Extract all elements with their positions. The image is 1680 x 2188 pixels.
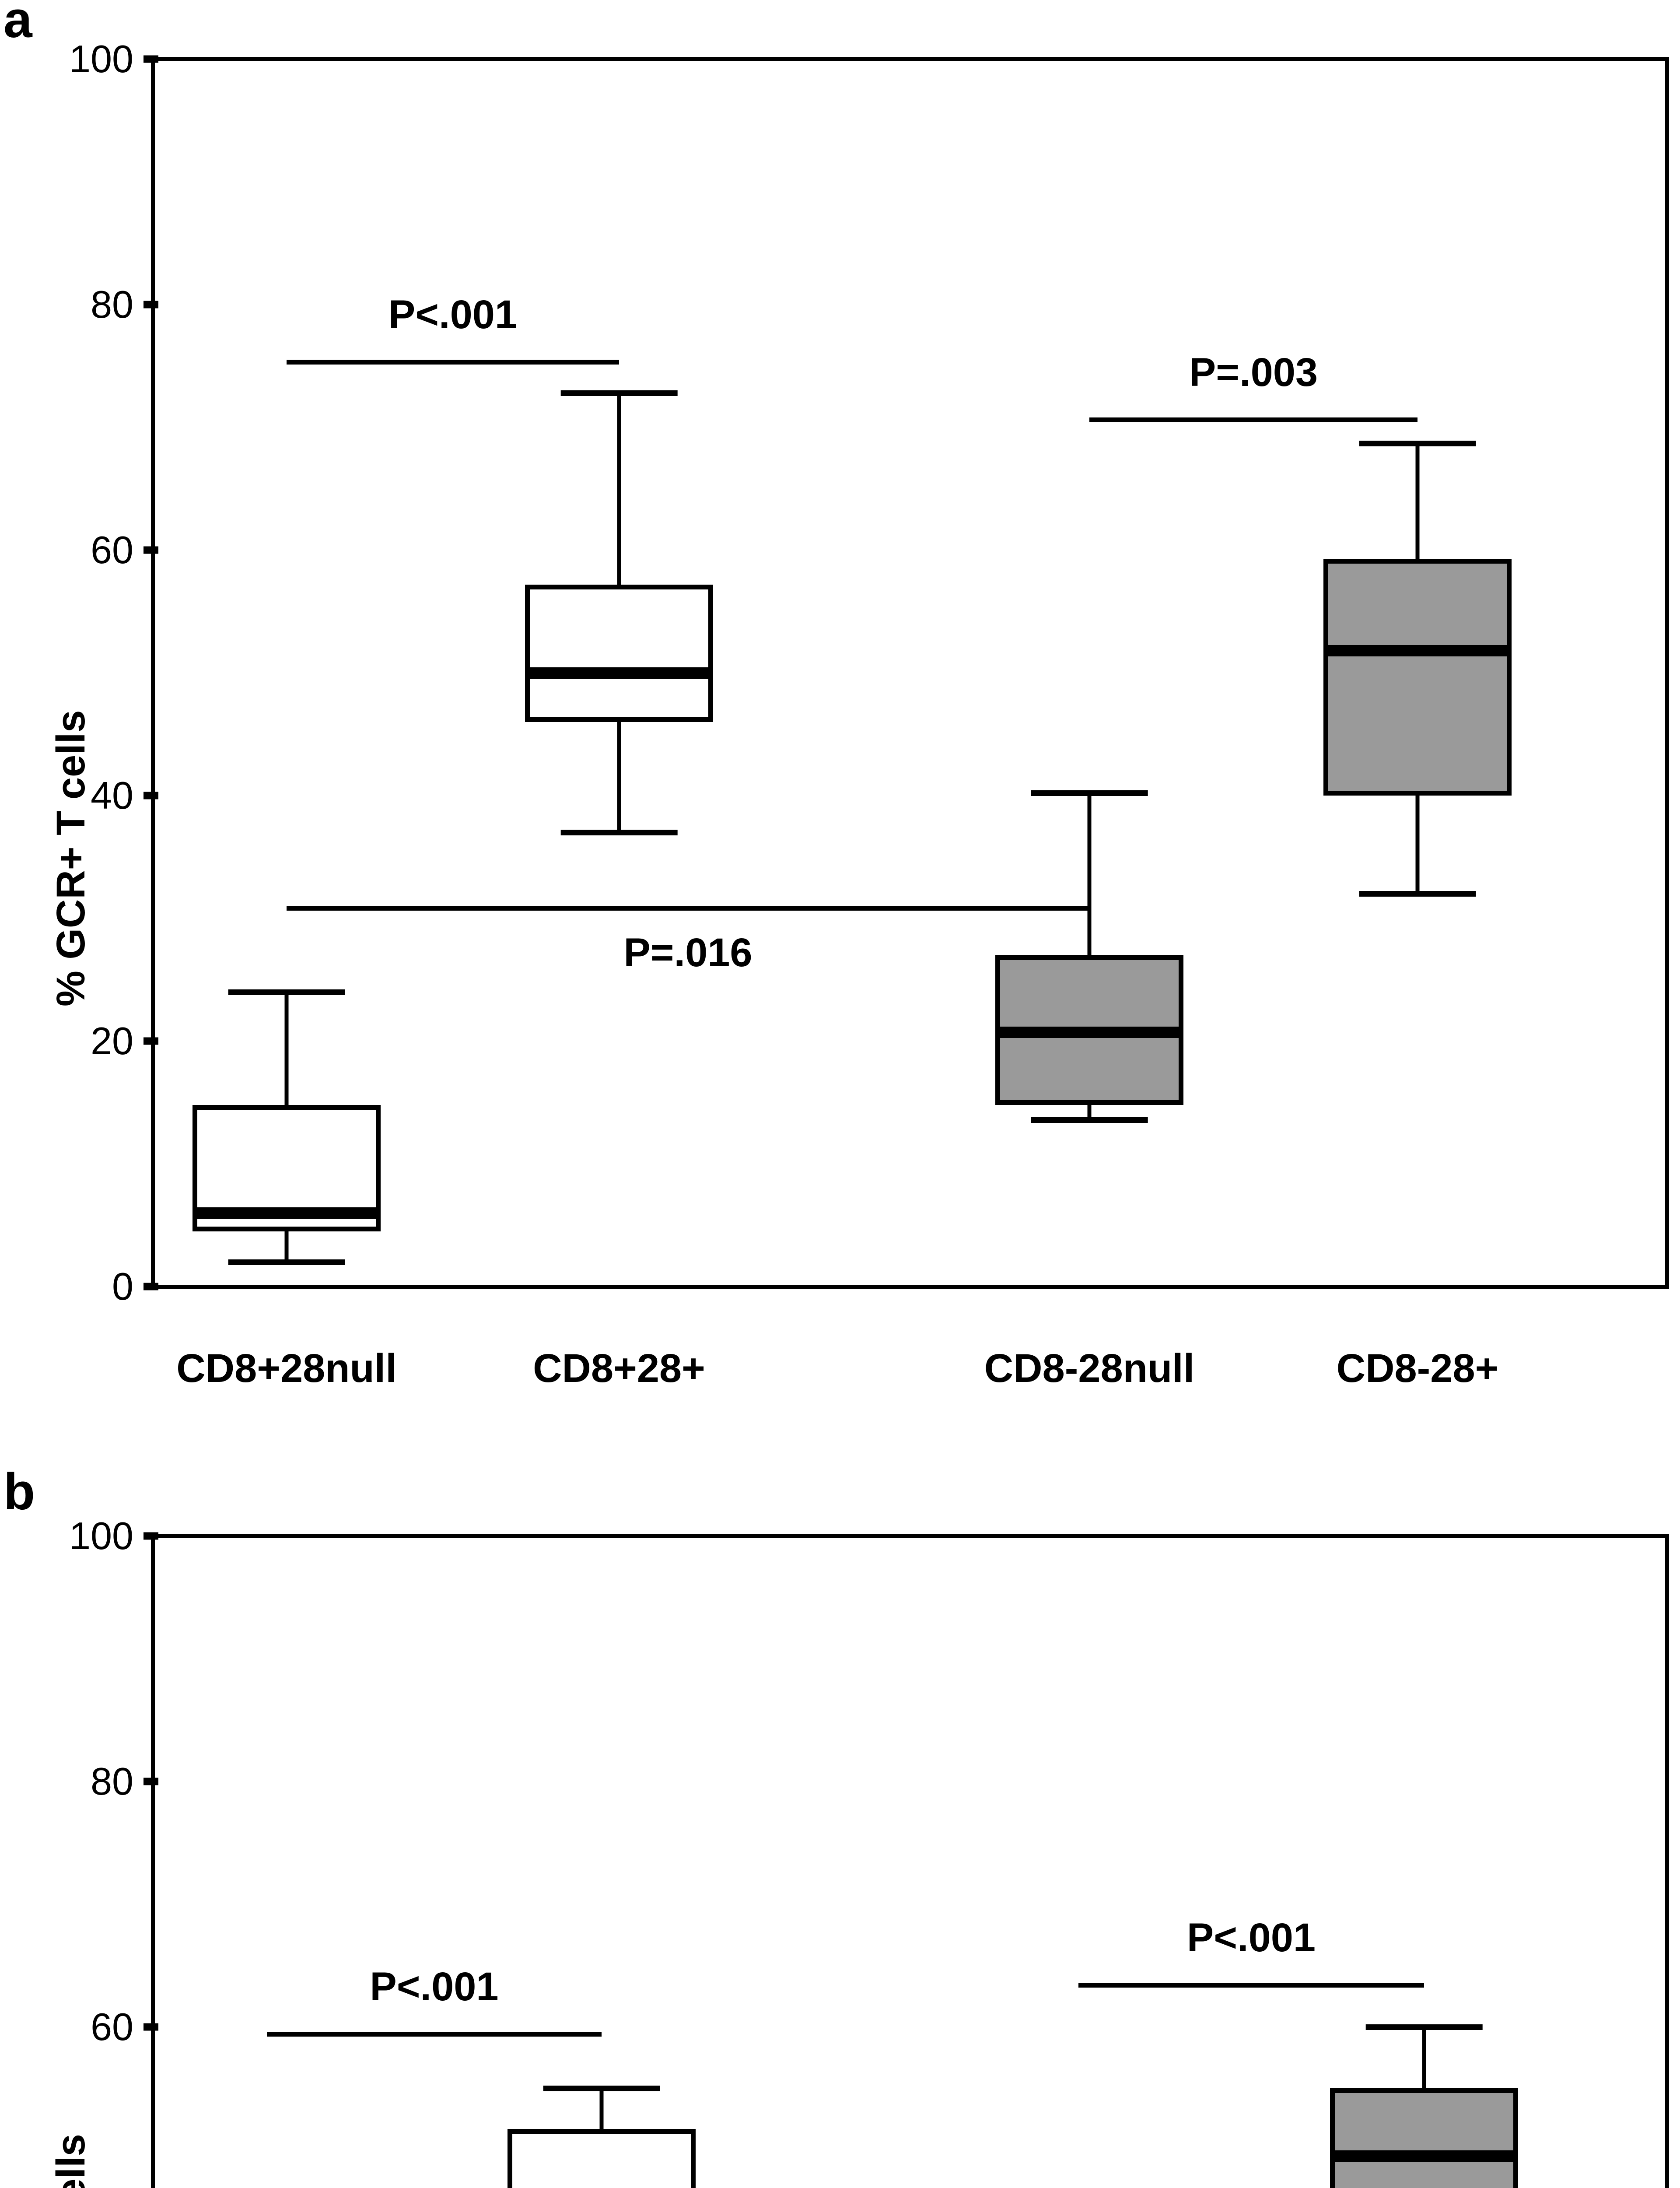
y-axis-tick: [144, 1037, 158, 1045]
y-axis-tick: [144, 55, 158, 63]
significance-line: [287, 906, 1089, 911]
median-line: [192, 1207, 381, 1219]
y-axis-tick-label: 80: [91, 1760, 133, 1803]
y-axis-tick: [144, 546, 158, 554]
y-axis-tick: [144, 792, 158, 799]
y-axis-tick-label: 100: [69, 1514, 133, 1557]
panel-a-y-axis-title: % GCR+ T cells: [49, 710, 93, 1006]
median-line: [525, 667, 713, 679]
significance-label: P=.016: [623, 930, 752, 975]
whisker-cap-upper: [560, 390, 678, 396]
whisker-lower: [1415, 796, 1420, 894]
panel-b-letter: b: [4, 1463, 35, 1521]
y-axis-tick-label: 0: [112, 1265, 133, 1308]
significance-label: P<.001: [388, 292, 518, 337]
y-axis-tick: [144, 1283, 158, 1290]
whisker-upper: [1422, 2027, 1426, 2089]
whisker-cap-lower: [1031, 1117, 1148, 1123]
whisker-cap-upper: [1359, 440, 1476, 446]
whisker-upper: [284, 992, 289, 1105]
y-axis-tick-label: 20: [91, 1019, 133, 1062]
median-line: [1323, 645, 1512, 656]
x-axis-label-CD8+28null: CD8+28null: [176, 1346, 397, 1391]
whisker-cap-upper: [228, 989, 345, 995]
whisker-cap-lower: [560, 830, 678, 836]
median-line: [995, 1027, 1183, 1038]
box-body: [1323, 558, 1512, 796]
y-axis-tick: [144, 1532, 158, 1540]
y-axis-tick-label: 100: [69, 37, 133, 81]
panel-a: a 0 20 40 60 80 100 P<.001 P=.003 P=.016 CD8+28…: [4, 0, 1669, 1391]
whisker-cap-upper: [1365, 2024, 1483, 2030]
panel-a-letter: a: [4, 0, 32, 49]
x-axis-label-CD8-28+: CD8-28+: [1336, 1346, 1499, 1391]
y-axis-tick-label: 80: [91, 283, 133, 326]
whisker-cap-upper: [1031, 790, 1148, 796]
y-axis-tick: [144, 1778, 158, 1785]
whisker-upper: [617, 393, 621, 585]
whisker-lower: [1087, 1105, 1092, 1120]
y-axis-tick: [144, 301, 158, 309]
whisker-lower: [617, 722, 621, 833]
significance-label: P<.001: [1186, 1915, 1316, 1960]
whisker-cap-lower: [228, 1259, 345, 1265]
whisker-cap-lower: [1359, 891, 1476, 897]
panel-b-plot-frame: [151, 1534, 1669, 2188]
significance-line: [1089, 417, 1418, 423]
significance-line: [287, 360, 619, 365]
y-axis-tick-label: 40: [91, 774, 133, 817]
whisker-upper: [1087, 793, 1092, 955]
y-axis-tick-label: 60: [91, 528, 133, 572]
median-line: [1330, 2150, 1518, 2162]
x-axis-label-CD8+28+: CD8+28+: [533, 1346, 705, 1391]
whisker-upper: [1415, 443, 1420, 559]
significance-line: [267, 2032, 602, 2037]
significance-line: [1078, 1983, 1424, 1988]
x-axis-label-CD8-28null: CD8-28null: [984, 1346, 1195, 1391]
y-axis-tick: [144, 2023, 158, 2031]
significance-label: P=.003: [1189, 350, 1318, 395]
whisker-upper: [599, 2088, 604, 2129]
box-body: [1330, 2088, 1518, 2188]
whisker-lower: [284, 1231, 289, 1262]
y-axis-tick-label: 60: [91, 2005, 133, 2048]
significance-label: P<.001: [370, 1964, 499, 2009]
box-body: [525, 584, 713, 722]
whisker-cap-upper: [543, 2086, 660, 2092]
box-body: [508, 2128, 696, 2188]
panel-b-y-axis-title: %GCR+ NKT-like cells: [48, 2134, 94, 2188]
